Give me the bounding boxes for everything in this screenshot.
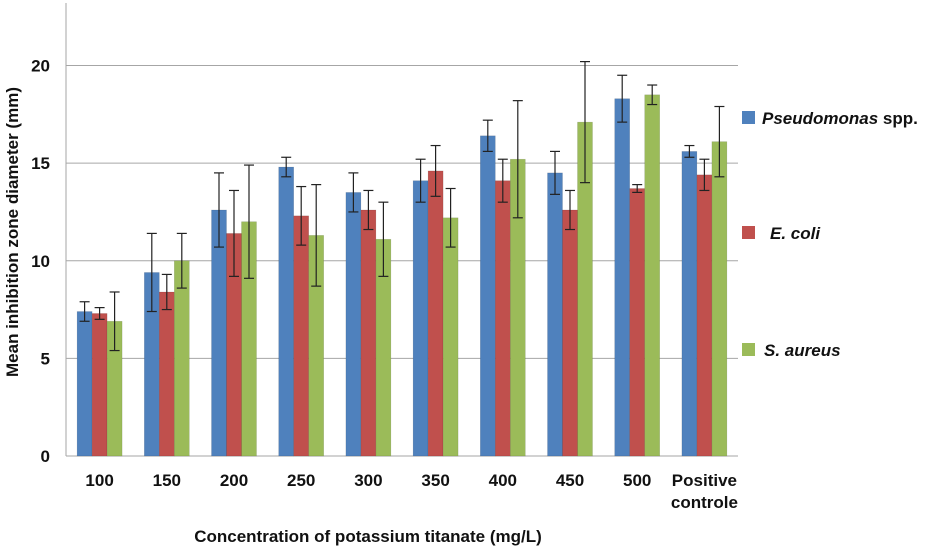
- bar: [494, 180, 511, 457]
- legend-swatch: [742, 343, 755, 356]
- x-tick-label: 150: [153, 471, 181, 490]
- bar: [442, 217, 459, 457]
- x-tick-label: 300: [354, 471, 382, 490]
- bar: [711, 141, 728, 457]
- y-tick-label: 10: [31, 252, 50, 271]
- bar: [360, 209, 377, 457]
- bar: [547, 172, 563, 457]
- bar: [159, 291, 175, 457]
- y-tick-label: 15: [31, 154, 50, 173]
- bar: [293, 215, 310, 457]
- y-tick-label: 5: [41, 349, 50, 368]
- legend-label: Pseudomonas spp.: [762, 109, 918, 128]
- bar: [345, 192, 362, 457]
- y-tick-labels: 0 5 10 15 20: [31, 57, 50, 467]
- x-tick-label: 350: [421, 471, 449, 490]
- x-tick-label: 500: [623, 471, 651, 490]
- bar: [91, 313, 108, 457]
- x-tick-label: 250: [287, 471, 315, 490]
- y-tick-label: 20: [31, 57, 50, 76]
- legend-swatch: [742, 111, 755, 124]
- x-tick-label: Positive controle: [671, 471, 738, 512]
- bar: [629, 188, 646, 457]
- y-tick-label: 0: [41, 447, 50, 466]
- x-tick-label: 100: [85, 471, 113, 490]
- bar: [614, 98, 631, 457]
- bar: [479, 135, 496, 457]
- x-axis-title: Concentration of potassium titanate (mg/…: [194, 527, 542, 546]
- legend-swatch: [742, 226, 755, 239]
- bars-group: [76, 94, 728, 457]
- x-tick-label: 450: [556, 471, 584, 490]
- bar: [174, 260, 190, 457]
- bar: [562, 209, 578, 457]
- bar: [681, 151, 698, 457]
- bar: [696, 174, 713, 457]
- legend-label: E. coli: [770, 224, 821, 243]
- bar: [412, 180, 429, 457]
- bar: [76, 311, 93, 457]
- bar: [278, 166, 295, 457]
- x-tick-label: 400: [489, 471, 517, 490]
- x-tick-labels: 100 150 200 250 300 350 400 450 500 Positive contr…: [85, 471, 738, 512]
- error-bars-group: [79, 60, 725, 352]
- legend: Pseudomonas spp. E. coli S. aureus: [742, 109, 918, 360]
- legend-label: S. aureus: [764, 341, 841, 360]
- bar: [644, 94, 661, 457]
- bar: [427, 170, 444, 457]
- x-tick-label: 200: [220, 471, 248, 490]
- y-axis-title: Mean inhibition zone diameter (mm): [3, 87, 22, 377]
